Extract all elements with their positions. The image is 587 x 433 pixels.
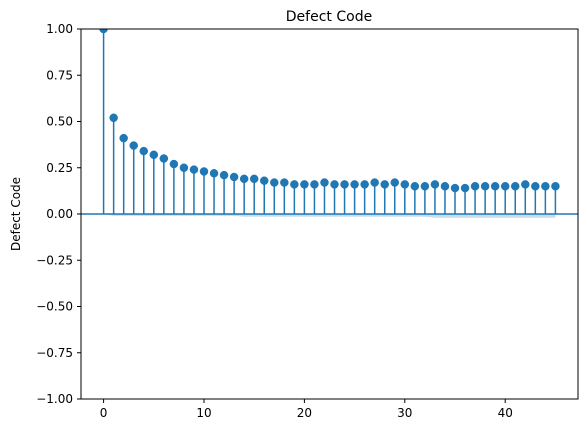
- acf-point: [220, 171, 228, 179]
- acf-point: [401, 180, 409, 188]
- acf-point: [230, 173, 238, 181]
- acf-point: [120, 134, 128, 142]
- acf-point: [421, 182, 429, 190]
- x-tick-label: 0: [100, 406, 108, 420]
- acf-point: [260, 177, 268, 185]
- acf-point: [381, 180, 389, 188]
- acf-point: [250, 175, 258, 183]
- y-tick-label: −0.50: [36, 300, 73, 314]
- acf-point: [280, 179, 288, 187]
- acf-point: [130, 142, 138, 150]
- acf-point: [170, 160, 178, 168]
- y-tick-label: −0.25: [36, 253, 73, 267]
- acf-point: [481, 182, 489, 190]
- y-tick-label: 0.50: [46, 115, 73, 129]
- acf-point: [290, 180, 298, 188]
- x-tick-label: 20: [297, 406, 312, 420]
- acf-point: [431, 180, 439, 188]
- acf-point: [411, 182, 419, 190]
- acf-point: [210, 169, 218, 177]
- acf-point: [180, 164, 188, 172]
- acf-point: [240, 175, 248, 183]
- acf-point: [200, 167, 208, 175]
- acf-point: [160, 155, 168, 163]
- acf-point: [511, 182, 519, 190]
- acf-point: [110, 114, 118, 122]
- acf-point: [270, 179, 278, 187]
- acf-point: [521, 180, 529, 188]
- acf-point: [150, 151, 158, 159]
- acf-point: [310, 180, 318, 188]
- y-tick-label: 1.00: [46, 22, 73, 36]
- acf-point: [371, 179, 379, 187]
- y-axis-label: Defect Code: [9, 177, 23, 251]
- acf-point: [300, 180, 308, 188]
- acf-point: [451, 184, 459, 192]
- acf-point: [541, 182, 549, 190]
- acf-point: [190, 166, 198, 174]
- x-tick-label: 10: [196, 406, 211, 420]
- acf-point: [140, 147, 148, 155]
- y-tick-label: −0.75: [36, 346, 73, 360]
- chart-title: Defect Code: [286, 9, 372, 25]
- acf-point: [351, 180, 359, 188]
- acf-point: [320, 179, 328, 187]
- acf-point: [331, 180, 339, 188]
- acf-point: [531, 182, 539, 190]
- acf-point: [361, 180, 369, 188]
- y-tick-label: 0.75: [46, 68, 73, 82]
- acf-point: [551, 182, 559, 190]
- acf-point: [491, 182, 499, 190]
- y-tick-label: −1.00: [36, 392, 73, 406]
- acf-point: [461, 184, 469, 192]
- x-tick-label: 30: [397, 406, 412, 420]
- y-tick-label: 0.25: [46, 161, 73, 175]
- y-tick-label: 0.00: [46, 207, 73, 221]
- x-tick-label: 40: [498, 406, 513, 420]
- acf-point: [391, 179, 399, 187]
- acf-point: [471, 182, 479, 190]
- acf-point: [341, 180, 349, 188]
- acf-point: [441, 182, 449, 190]
- acf-point: [501, 182, 509, 190]
- plot-area: 0 10 20 30 40 −1.00 −0.75 −0.50 −0.25 0.00 0.25 0.5…: [36, 22, 578, 420]
